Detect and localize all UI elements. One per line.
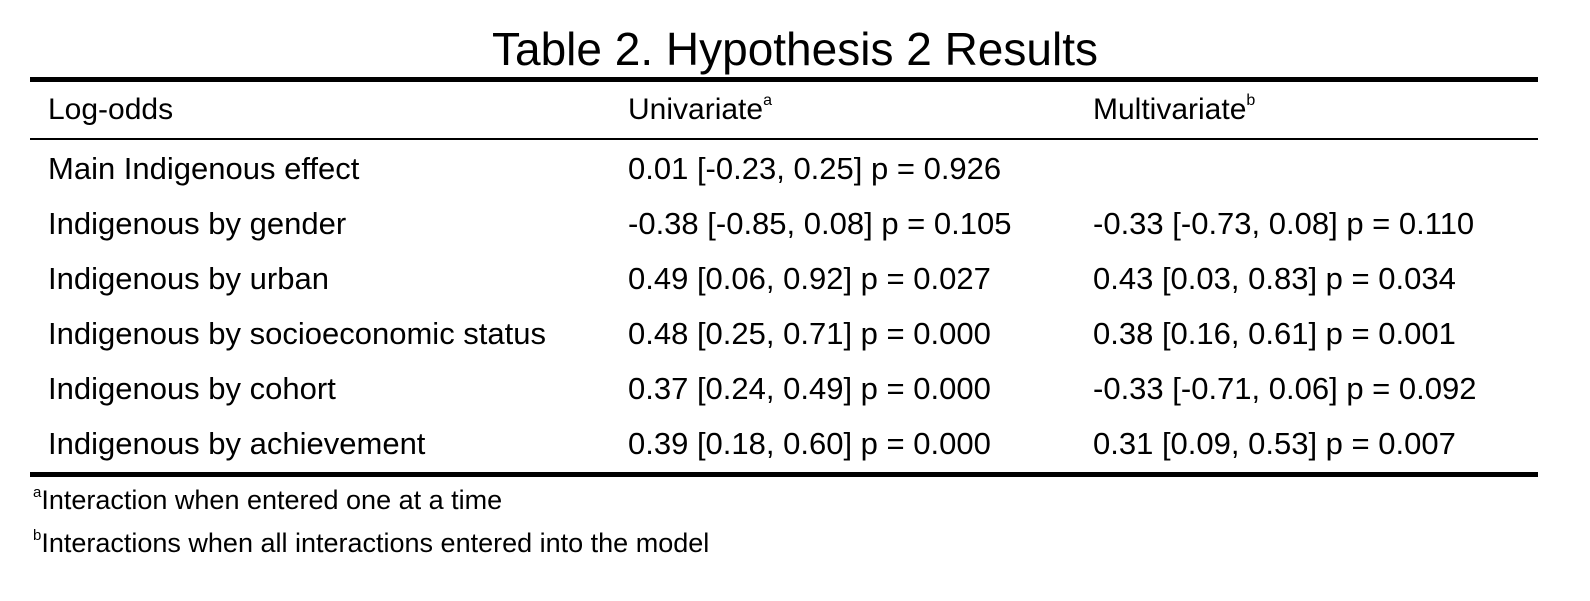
univariate-cell: 0.48 [0.25, 0.71] p = 0.000 [628, 316, 991, 351]
footnote-marker: a [763, 92, 772, 109]
table-title: Table 2. Hypothesis 2 Results [492, 23, 1098, 75]
footnote-text: Interactions when all interactions enter… [41, 528, 710, 558]
multivariate-cell: -0.33 [-0.71, 0.06] p = 0.092 [1093, 371, 1477, 406]
univariate-cell: 0.01 [-0.23, 0.25] p = 0.926 [628, 151, 1002, 186]
table-top-rule [30, 77, 1538, 82]
table-body: Main Indigenous effect 0.01 [-0.23, 0.25… [0, 141, 1590, 471]
table-footnotes: aInteraction when entered one at a time … [33, 480, 709, 566]
multivariate-cell: 0.43 [0.03, 0.83] p = 0.034 [1093, 261, 1456, 296]
row-label: Indigenous by urban [48, 261, 329, 296]
univariate-cell: 0.37 [0.24, 0.49] p = 0.000 [628, 371, 991, 406]
column-header-label: Univariate [628, 93, 764, 126]
row-label: Indigenous by socioeconomic status [48, 316, 547, 351]
table-row: Indigenous by urban 0.49 [0.06, 0.92] p … [0, 251, 1590, 306]
row-label: Main Indigenous effect [48, 151, 360, 186]
table-row: Indigenous by achievement 0.39 [0.18, 0.… [0, 416, 1590, 471]
column-header-label: Multivariate [1093, 93, 1247, 126]
footnote-marker: b [1246, 92, 1256, 109]
univariate-cell: 0.49 [0.06, 0.92] p = 0.027 [628, 261, 991, 296]
table-row: Indigenous by gender -0.38 [-0.85, 0.08]… [0, 196, 1590, 251]
column-header-label: Log-odds [48, 93, 174, 126]
table-header-row: Log-odds Univariatea Multivariateb [0, 90, 1590, 130]
footnote-marker: a [33, 484, 42, 501]
table-row: Indigenous by cohort 0.37 [0.24, 0.49] p… [0, 361, 1590, 416]
column-header-multivariate: Multivariateb [1093, 90, 1255, 130]
multivariate-cell: 0.31 [0.09, 0.53] p = 0.007 [1093, 426, 1456, 461]
multivariate-cell: -0.33 [-0.73, 0.08] p = 0.110 [1093, 206, 1475, 241]
row-label: Indigenous by achievement [48, 426, 426, 461]
footnote: bInteractions when all interactions ente… [33, 523, 709, 566]
row-label: Indigenous by cohort [48, 371, 336, 406]
column-header-univariate: Univariatea [628, 90, 772, 130]
table-row: Indigenous by socioeconomic status 0.48 … [0, 306, 1590, 361]
table-header-rule [30, 138, 1538, 140]
table-bottom-rule [30, 472, 1538, 477]
column-header-log-odds: Log-odds [48, 90, 173, 130]
table-row: Main Indigenous effect 0.01 [-0.23, 0.25… [0, 141, 1590, 196]
footnote: aInteraction when entered one at a time [33, 480, 709, 523]
row-label: Indigenous by gender [48, 206, 347, 241]
footnote-text: Interaction when entered one at a time [41, 485, 503, 515]
footnote-marker: b [33, 527, 42, 544]
multivariate-cell: 0.38 [0.16, 0.61] p = 0.001 [1093, 316, 1456, 351]
univariate-cell: 0.39 [0.18, 0.60] p = 0.000 [628, 426, 991, 461]
univariate-cell: -0.38 [-0.85, 0.08] p = 0.105 [628, 206, 1012, 241]
